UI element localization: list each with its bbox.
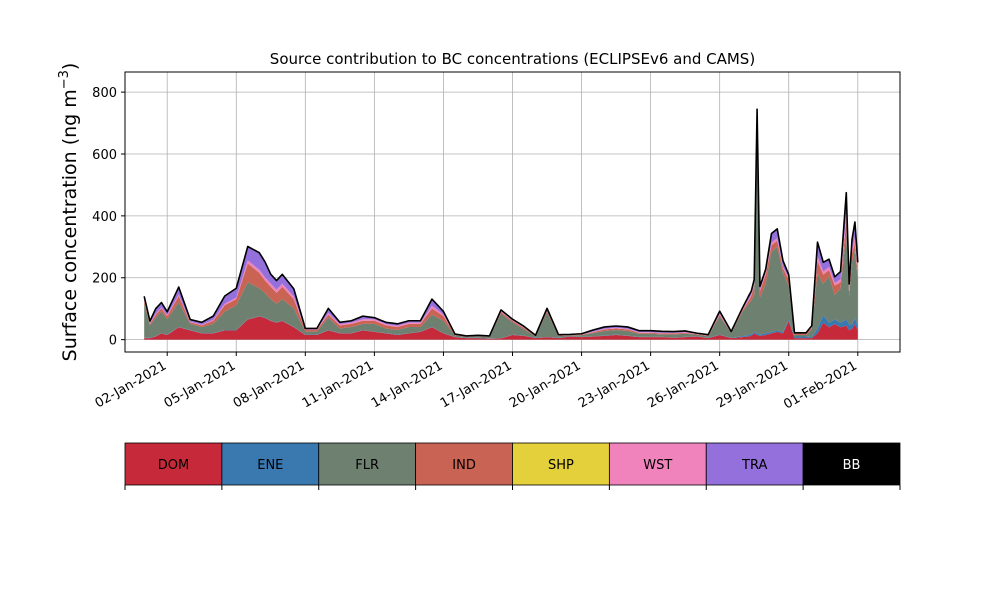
y-axis: 0 200 400 600 800 [92, 86, 125, 349]
x-tick-label: 29-Jan-2021 [714, 358, 791, 411]
y-tick-label: 800 [92, 86, 117, 101]
legend-label-dom: DOM [158, 458, 189, 473]
y-tick-label: 400 [92, 210, 117, 225]
legend-label-flr: FLR [355, 458, 379, 473]
legend-label-shp: SHP [548, 458, 574, 473]
legend-swatch-tra [705, 442, 804, 486]
y-axis-label-text: Surface concentration (ng m [59, 89, 81, 361]
x-tick-label: 02-Jan-2021 [93, 358, 170, 411]
area-dom [144, 316, 858, 340]
legend-label-bb: BB [843, 458, 861, 473]
x-tick-label: 11-Jan-2021 [300, 358, 377, 411]
stacked-areas [144, 109, 858, 340]
legend-swatch-shp [512, 442, 610, 486]
total-line [143, 108, 859, 337]
x-tick-label: 14-Jan-2021 [369, 358, 446, 411]
legend-label-tra: TRA [741, 458, 767, 473]
legend: DOM ENE FLR IND SHP WST TRA BB [124, 442, 901, 490]
y-axis-label-close: ) [59, 63, 81, 70]
x-tick-label: 01-Feb-2021 [781, 358, 860, 412]
legend-swatch-dom [124, 442, 223, 486]
legend-swatch-bb [802, 442, 901, 486]
x-tick-label: 20-Jan-2021 [507, 358, 584, 411]
y-tick-label: 200 [92, 272, 117, 287]
y-tick-label: 600 [92, 148, 117, 163]
legend-label-wst: WST [643, 458, 672, 473]
area-flr [144, 135, 858, 339]
legend-swatch-flr [318, 442, 417, 486]
x-tick-label: 23-Jan-2021 [576, 358, 653, 411]
legend-swatch-ene [221, 442, 320, 486]
x-tick-label: 17-Jan-2021 [438, 358, 515, 411]
x-tick-label: 26-Jan-2021 [645, 358, 722, 411]
y-tick-label: 0 [109, 334, 117, 349]
y-axis-label: Surface concentration (ng m−3) [57, 63, 81, 362]
total-line-group [143, 108, 859, 337]
legend-swatch-ind [415, 442, 513, 486]
x-tick-label: 08-Jan-2021 [231, 358, 308, 411]
x-axis: 02-Jan-202105-Jan-202108-Jan-202111-Jan-… [93, 352, 860, 412]
y-axis-label-superscript: −3 [57, 70, 72, 89]
x-tick-label: 05-Jan-2021 [162, 358, 239, 411]
chart-title: Source contribution to BC concentrations… [270, 50, 755, 68]
legend-label-ind: IND [452, 458, 476, 473]
legend-label-ene: ENE [257, 458, 283, 473]
